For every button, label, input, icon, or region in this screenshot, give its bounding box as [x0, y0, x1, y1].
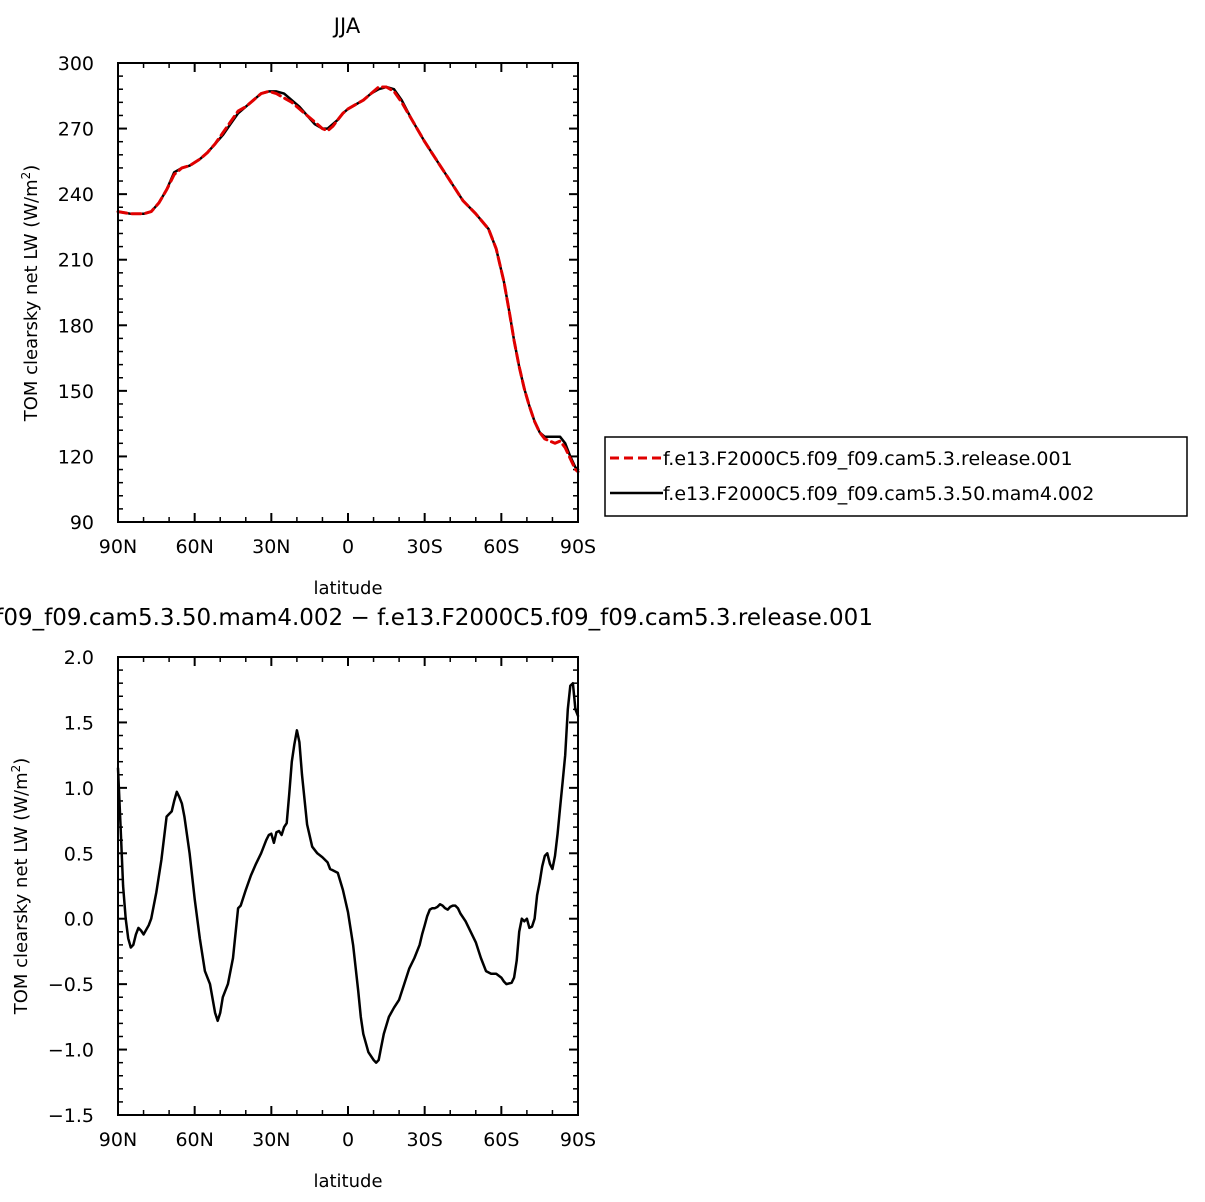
top-y-tick-label: 210	[58, 250, 94, 272]
bottom-x-tick-label: 60S	[483, 1129, 519, 1151]
bottom-y-axis-label-tail: )	[11, 758, 32, 765]
top-chart-title: JJA	[332, 14, 361, 38]
bottom-x-axis-label: latitude	[313, 1171, 382, 1192]
top-y-tick-label: 270	[58, 119, 94, 141]
top-plot-frame	[117, 62, 579, 523]
top-x-tick-label: 60N	[175, 536, 213, 558]
bottom-y-axis-label-sup: 2	[9, 765, 23, 773]
legend-box	[604, 436, 1188, 517]
bottom-y-axis-label: TOM clearsky net LW (W/m2)	[9, 758, 32, 1016]
top-y-tick-label: 150	[58, 381, 94, 403]
bottom-series-line-mam4	[116, 681, 580, 1064]
bottom-plot-frame	[117, 656, 579, 1116]
top-series-line-release	[116, 85, 580, 474]
bottom-series	[116, 681, 580, 1064]
bottom-x-tick-label: 90N	[99, 1129, 137, 1151]
top-y-tick-label: 180	[58, 315, 94, 337]
top-x-tick-label: 30S	[407, 536, 443, 558]
top-x-axis-label: latitude	[313, 578, 382, 599]
bottom-y-tick-label: 0.5	[64, 843, 94, 865]
top-y-tick-label: 120	[58, 446, 94, 468]
bottom-x-ticks: 90N 60N 30N 0 30S 60S 90S	[99, 657, 596, 1151]
top-y-axis-label-tail: )	[21, 165, 42, 172]
bottom-y-tick-label: 2.0	[64, 647, 94, 669]
bottom-panel: f.e13.F2000C5.f09_f09.cam5.3.50.mam4.002…	[0, 605, 873, 1192]
top-y-tick-label: 90	[70, 512, 94, 534]
bottom-chart-title: f.e13.F2000C5.f09_f09.cam5.3.50.mam4.002…	[0, 605, 873, 631]
bottom-x-tick-label: 30S	[407, 1129, 443, 1151]
bottom-x-tick-label: 90S	[560, 1129, 596, 1151]
top-y-axis-label-sup: 2	[19, 172, 33, 180]
legend: f.e13.F2000C5.f09_f09.cam5.3.release.001…	[604, 436, 1188, 517]
top-x-tick-label: 30N	[252, 536, 290, 558]
legend-label-release: f.e13.F2000C5.f09_f09.cam5.3.release.001	[663, 448, 1073, 470]
bottom-y-tick-label: −0.5	[48, 974, 94, 996]
bottom-y-tick-label: 0.0	[64, 909, 94, 931]
top-y-axis-label: TOM clearsky net LW (W/m2)	[19, 165, 42, 423]
top-x-tick-label: 0	[342, 536, 354, 558]
top-y-axis-label-main: TOM clearsky net LW (W/m	[21, 179, 42, 422]
top-x-tick-label: 90N	[99, 536, 137, 558]
top-y-tick-label: 240	[58, 184, 94, 206]
legend-label-mam4: f.e13.F2000C5.f09_f09.cam5.3.50.mam4.002	[663, 483, 1094, 505]
top-x-tick-label: 60S	[483, 536, 519, 558]
top-series-line-mam4	[116, 85, 580, 471]
bottom-y-axis-label-main: TOM clearsky net LW (W/m	[11, 772, 32, 1015]
top-x-tick-label: 90S	[560, 536, 596, 558]
bottom-y-ticks: −1.5 −1.0 −0.5 0.0 0.5 1.0 1.5 2.0	[48, 647, 578, 1127]
bottom-y-tick-label: 1.0	[64, 778, 94, 800]
top-series	[116, 85, 580, 474]
top-y-tick-label: 300	[58, 53, 94, 75]
bottom-x-tick-label: 0	[342, 1129, 354, 1151]
top-x-ticks: 90N 60N 30N 0 30S 60S 90S	[99, 63, 596, 558]
bottom-y-tick-label: −1.0	[48, 1040, 94, 1062]
top-panel: JJA 90 120 150 180 210 240 270 300 90N 60N 30N 0 30…	[19, 14, 596, 599]
bottom-y-tick-label: 1.5	[64, 712, 94, 734]
top-y-ticks: 90 120 150 180 210 240 270 300	[58, 53, 578, 534]
bottom-x-tick-label: 60N	[175, 1129, 213, 1151]
bottom-x-tick-label: 30N	[252, 1129, 290, 1151]
bottom-y-tick-label: −1.5	[48, 1105, 94, 1127]
